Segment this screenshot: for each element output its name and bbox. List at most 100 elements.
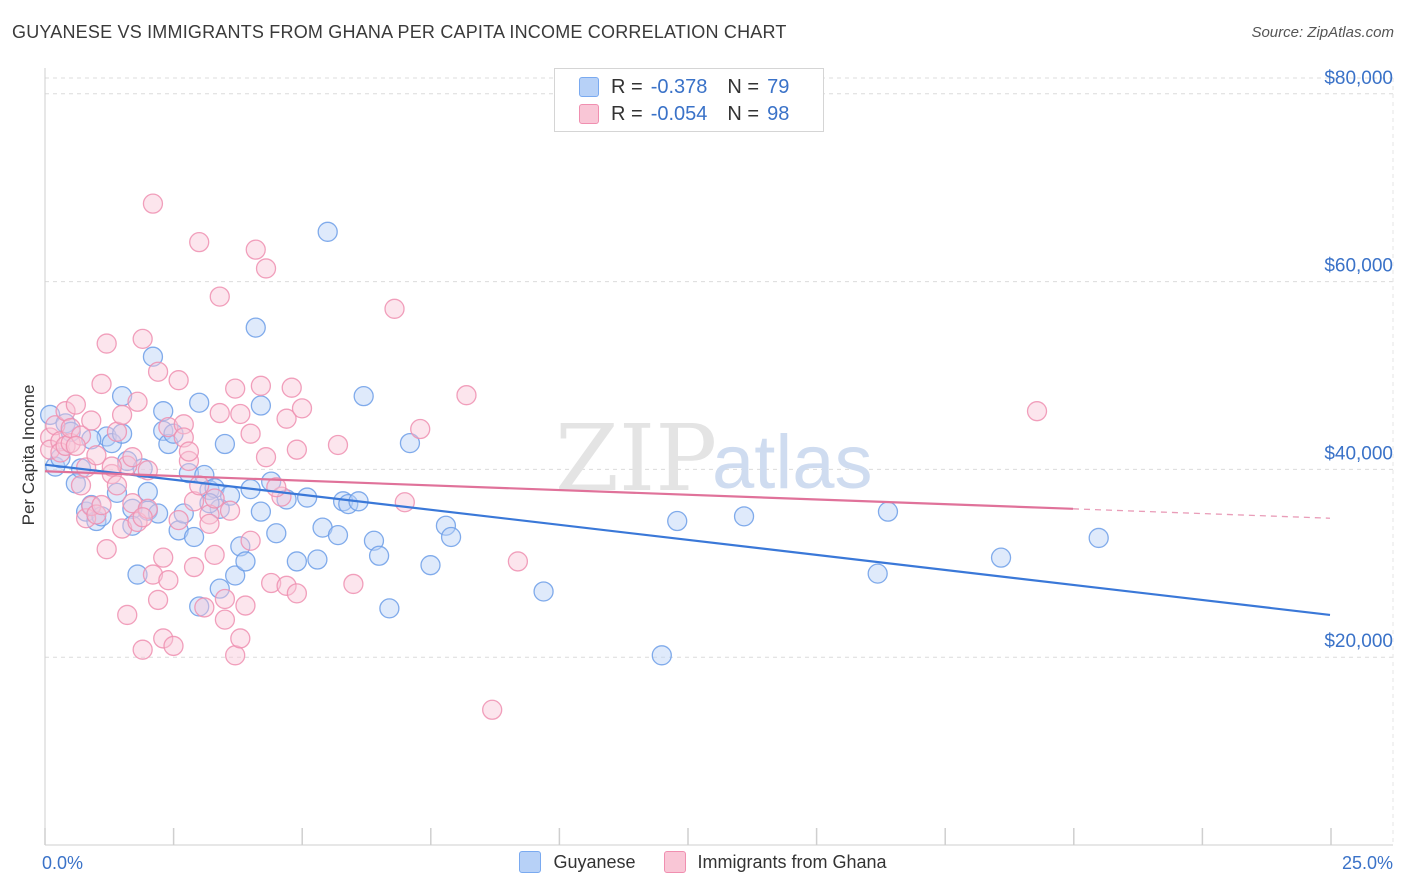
data-point bbox=[286, 551, 308, 572]
data-point bbox=[240, 423, 261, 444]
data-point bbox=[327, 524, 349, 546]
data-point bbox=[327, 434, 349, 456]
legend-r-value: -0.378 bbox=[650, 75, 708, 98]
data-point bbox=[204, 488, 225, 509]
data-point bbox=[209, 286, 230, 307]
data-point bbox=[70, 425, 92, 446]
legend-n-value: 79 bbox=[767, 75, 790, 98]
y-tick-label: $80,000 bbox=[1324, 68, 1393, 89]
legend-swatch-ghana bbox=[663, 851, 686, 873]
legend-item-guyanese[interactable]: Guyanese bbox=[519, 851, 636, 873]
data-point bbox=[250, 501, 272, 522]
data-point bbox=[111, 518, 133, 539]
data-point bbox=[276, 408, 297, 429]
data-point bbox=[384, 298, 405, 319]
data-point bbox=[158, 433, 179, 455]
series-legend: Guyanese Immigrants from Ghana bbox=[0, 851, 1406, 873]
data-point bbox=[990, 547, 1012, 568]
data-point bbox=[245, 317, 266, 338]
trend-line-guyanese bbox=[44, 463, 1331, 617]
data-point bbox=[363, 530, 385, 551]
data-point bbox=[153, 547, 174, 568]
data-point bbox=[286, 583, 308, 604]
data-point bbox=[230, 403, 251, 425]
data-point bbox=[86, 504, 107, 525]
data-point bbox=[410, 418, 431, 440]
data-point bbox=[1088, 527, 1109, 549]
data-point bbox=[225, 645, 246, 666]
series-ghana-points bbox=[39, 193, 1048, 720]
data-point bbox=[230, 628, 251, 649]
data-point bbox=[651, 645, 672, 666]
data-point bbox=[137, 481, 158, 503]
data-point bbox=[122, 447, 143, 468]
data-point bbox=[291, 398, 313, 419]
data-point bbox=[214, 433, 236, 455]
watermark-atlas: atlas bbox=[712, 420, 873, 505]
y-tick-label: $60,000 bbox=[1324, 256, 1393, 277]
data-point bbox=[45, 415, 66, 436]
data-point bbox=[209, 578, 230, 599]
data-point bbox=[286, 439, 308, 460]
x-tick-label-min: 0.0% bbox=[42, 853, 83, 873]
correlation-legend: R = -0.378 N = 79 R = -0.054 N = 98 bbox=[554, 68, 824, 132]
y-axis-title: Per Capita Income bbox=[19, 385, 38, 526]
legend-label-guyanese: Guyanese bbox=[553, 851, 636, 872]
legend-swatch-ghana bbox=[579, 104, 599, 124]
data-point bbox=[91, 494, 112, 516]
data-point bbox=[147, 503, 169, 524]
data-point bbox=[507, 551, 529, 572]
legend-n-label: N = bbox=[727, 102, 760, 125]
data-point bbox=[235, 595, 256, 616]
chart-source: Source: ZipAtlas.com bbox=[1251, 24, 1394, 41]
data-point bbox=[235, 551, 256, 572]
trend-lines bbox=[44, 463, 1331, 617]
legend-swatch-guyanese bbox=[519, 851, 542, 873]
data-point bbox=[317, 221, 338, 242]
legend-n-label: N = bbox=[727, 75, 760, 98]
data-point bbox=[106, 475, 128, 496]
data-point bbox=[379, 598, 400, 619]
data-point bbox=[266, 523, 287, 544]
legend-label-ghana: Immigrants from Ghana bbox=[697, 851, 887, 872]
data-point bbox=[276, 575, 297, 596]
data-point bbox=[111, 404, 133, 426]
data-point bbox=[733, 506, 755, 527]
data-point bbox=[230, 536, 251, 557]
data-point bbox=[394, 492, 415, 513]
data-point bbox=[153, 628, 174, 649]
data-point bbox=[368, 545, 390, 566]
data-point bbox=[225, 378, 246, 399]
data-point bbox=[240, 530, 261, 551]
data-point bbox=[81, 410, 102, 431]
data-point bbox=[106, 482, 128, 504]
data-point bbox=[482, 699, 503, 720]
trend-line-extension bbox=[1072, 508, 1331, 519]
data-point bbox=[189, 475, 210, 496]
data-point bbox=[65, 394, 86, 415]
data-point bbox=[353, 385, 374, 407]
data-point bbox=[127, 564, 148, 585]
data-point bbox=[158, 416, 179, 438]
data-point bbox=[307, 549, 328, 570]
data-point bbox=[122, 498, 143, 519]
legend-item-ghana[interactable]: Immigrants from Ghana bbox=[663, 851, 887, 873]
data-point bbox=[420, 555, 441, 576]
data-point bbox=[132, 328, 153, 350]
data-point bbox=[199, 513, 220, 535]
data-point bbox=[96, 333, 117, 354]
data-point bbox=[163, 635, 184, 657]
legend-row-guyanese: R = -0.378 N = 79 bbox=[579, 74, 789, 100]
data-point bbox=[96, 539, 117, 560]
data-point bbox=[255, 447, 277, 468]
legend-row-ghana: R = -0.054 N = 98 bbox=[579, 101, 789, 127]
data-point bbox=[153, 401, 174, 422]
data-point bbox=[132, 639, 153, 660]
data-point bbox=[142, 564, 164, 585]
data-point bbox=[183, 556, 205, 578]
y-tick-label: $20,000 bbox=[1324, 631, 1393, 652]
data-point bbox=[127, 391, 148, 412]
data-point bbox=[194, 597, 215, 618]
data-point bbox=[435, 515, 457, 536]
